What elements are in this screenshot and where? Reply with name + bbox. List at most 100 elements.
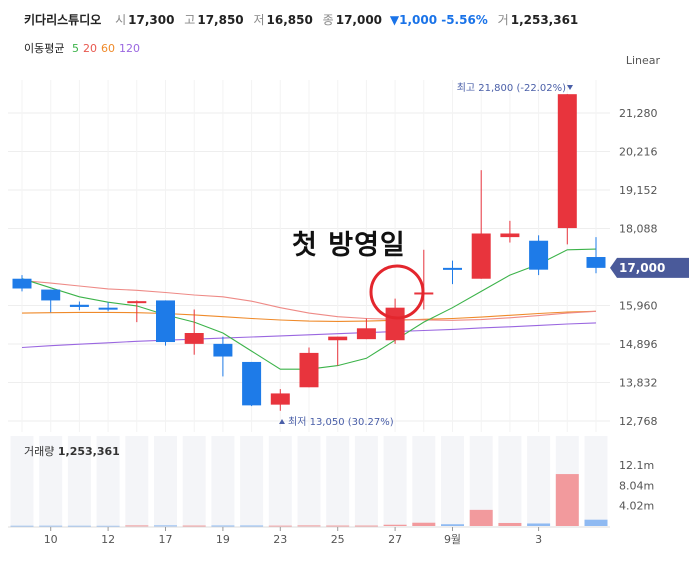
high-marker-icon bbox=[567, 85, 573, 90]
x-tick-label: 3 bbox=[535, 533, 542, 546]
ma20-line bbox=[21, 279, 597, 321]
candle bbox=[184, 309, 204, 355]
candle-body bbox=[98, 307, 118, 310]
ma-lines bbox=[21, 248, 597, 370]
candle bbox=[586, 237, 606, 274]
low-annotation: 최저 13,050 (30.27%) bbox=[288, 416, 394, 428]
volume-column-bg bbox=[96, 436, 120, 526]
candle bbox=[443, 260, 462, 285]
x-tick-label: 25 bbox=[331, 533, 345, 546]
candle bbox=[328, 336, 348, 366]
close-label: 종 bbox=[322, 13, 334, 27]
y-tick-label: 21,280 bbox=[619, 107, 658, 120]
candle-body bbox=[586, 257, 606, 268]
candle bbox=[242, 361, 262, 407]
volume-label: 거 bbox=[497, 13, 509, 27]
stock-header: 키다리스튜디오 시 17,300 고 17,850 저 16,850 종 17,000 … bbox=[24, 11, 582, 28]
volume-bars bbox=[10, 474, 608, 527]
y-tick-label: 18,088 bbox=[619, 223, 658, 236]
candle-body bbox=[529, 240, 549, 270]
volume-column-bg bbox=[527, 436, 551, 526]
y-axis: 21,280 20,216 19,152 18,088 15,960 14,896 13,8… bbox=[619, 107, 658, 428]
x-tick-label: 10 bbox=[44, 533, 58, 546]
low-label: 저 bbox=[253, 13, 265, 27]
volume-bar bbox=[555, 474, 579, 526]
stock-name: 키다리스튜디오 bbox=[24, 13, 102, 27]
volume-bar bbox=[240, 525, 264, 527]
x-tick-label: 12 bbox=[101, 533, 115, 546]
volume-panel-label: 거래량 1,253,361 bbox=[24, 443, 120, 459]
volume-bar bbox=[297, 525, 321, 527]
y-tick-label: 20,216 bbox=[619, 146, 658, 159]
volume-bar bbox=[383, 524, 407, 526]
volume-column-bg bbox=[383, 436, 407, 526]
volume-bar bbox=[354, 525, 378, 527]
candle-body bbox=[270, 393, 290, 405]
ma-legend-label: 이동평균 bbox=[24, 42, 65, 55]
ma-120[interactable]: 120 bbox=[118, 42, 140, 55]
candle-body bbox=[184, 333, 204, 344]
candle-body bbox=[242, 361, 262, 406]
ma-60[interactable]: 60 bbox=[100, 42, 115, 55]
volume-column-bg bbox=[354, 436, 378, 526]
volume-axis: 12.1m 8.04m 4.02m bbox=[619, 459, 654, 513]
candle-body bbox=[385, 307, 405, 341]
candle bbox=[500, 220, 520, 243]
first-broadcast-label: 첫 방영일 bbox=[292, 230, 406, 261]
volume-tick-label: 12.1m bbox=[619, 459, 654, 472]
candle bbox=[127, 300, 147, 323]
volume-column-bg bbox=[67, 436, 91, 526]
ma-legend[interactable]: 이동평균 5 20 60 120 bbox=[24, 40, 144, 56]
volume-bar bbox=[39, 525, 63, 527]
x-tick-label: 23 bbox=[273, 533, 287, 546]
volume-bar bbox=[441, 524, 464, 526]
volume-bar bbox=[67, 525, 91, 527]
low-value: 16,850 bbox=[266, 13, 313, 27]
candle bbox=[41, 289, 61, 313]
candle bbox=[299, 347, 319, 388]
x-tick-label: 17 bbox=[159, 533, 173, 546]
x-tick-label: 19 bbox=[216, 533, 230, 546]
candle bbox=[270, 389, 290, 411]
y-tick-label: 14,896 bbox=[619, 338, 658, 351]
ma120-line bbox=[21, 322, 597, 349]
current-price-tag: 17,000 bbox=[610, 257, 689, 278]
volume-column-bg bbox=[268, 436, 292, 526]
volume-column-bg bbox=[125, 436, 149, 526]
annotations: 최고 21,800 (-22.02%) 최저 13,050 (30.27%) 17,… bbox=[279, 82, 689, 428]
volume-column-bg bbox=[441, 436, 464, 526]
candle-body bbox=[299, 352, 319, 388]
volume-column-bg bbox=[154, 436, 177, 526]
volume-panel-value: 1,253,361 bbox=[57, 445, 120, 458]
volume-column-bg bbox=[584, 436, 608, 526]
candle-body bbox=[69, 304, 89, 307]
candle bbox=[12, 275, 32, 292]
volume-column-bg bbox=[498, 436, 522, 526]
volume-column-bg bbox=[297, 436, 321, 526]
volume-bar bbox=[527, 523, 551, 526]
volume-tick-label: 4.02m bbox=[619, 500, 654, 513]
candle-body bbox=[500, 233, 520, 238]
close-value: 17,000 bbox=[335, 13, 383, 27]
volume-column-bg bbox=[39, 436, 63, 526]
candle bbox=[557, 94, 577, 245]
volume-bar bbox=[326, 525, 350, 527]
ma-20[interactable]: 20 bbox=[82, 42, 97, 55]
candle-body bbox=[127, 301, 147, 304]
x-axis: 10 12 17 19 23 25 27 9월 3 bbox=[8, 526, 610, 546]
candle bbox=[156, 300, 175, 346]
open-value: 17,300 bbox=[128, 13, 175, 27]
volume-bar bbox=[10, 525, 34, 527]
candle-body bbox=[328, 336, 348, 341]
volume-bar bbox=[469, 509, 493, 526]
volume-bar bbox=[412, 522, 436, 526]
volume-value: 1,253,361 bbox=[510, 13, 579, 27]
candle-body bbox=[213, 343, 233, 357]
volume-panel-title: 거래량 bbox=[24, 445, 55, 458]
candle-body bbox=[471, 233, 491, 279]
volume-bar bbox=[498, 522, 522, 526]
candle bbox=[414, 249, 434, 310]
ma-5[interactable]: 5 bbox=[71, 42, 79, 55]
scale-selector[interactable]: Linear bbox=[625, 54, 660, 67]
